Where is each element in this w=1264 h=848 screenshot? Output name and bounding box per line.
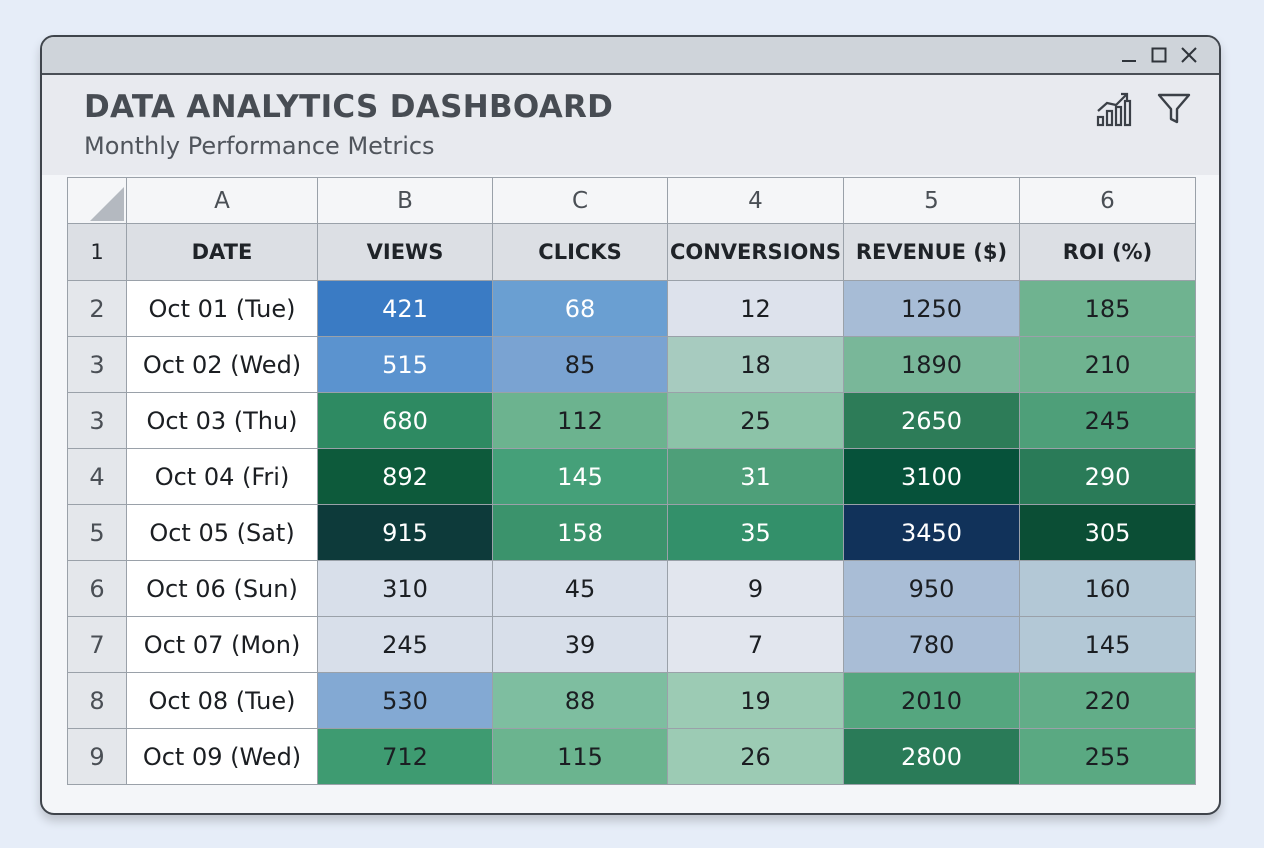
metric-cell[interactable]: 310 <box>317 560 493 617</box>
table-row: 9 Oct 09 (Wed) 712 115 26 2800 255 <box>67 728 1196 785</box>
metric-cell[interactable]: 1890 <box>843 336 1020 393</box>
metric-cell[interactable]: 115 <box>492 728 668 785</box>
row-number[interactable]: 2 <box>67 280 127 337</box>
metric-cell[interactable]: 31 <box>667 448 844 505</box>
date-cell[interactable]: Oct 05 (Sat) <box>126 504 318 561</box>
date-cell[interactable]: Oct 04 (Fri) <box>126 448 318 505</box>
metric-cell[interactable]: 680 <box>317 392 493 449</box>
metric-cell[interactable]: 35 <box>667 504 844 561</box>
metric-cell[interactable]: 145 <box>1019 616 1196 673</box>
table-row: 6 Oct 06 (Sun) 310 45 9 950 160 <box>67 560 1196 617</box>
row-number[interactable]: 1 <box>67 223 127 281</box>
metric-cell[interactable]: 112 <box>492 392 668 449</box>
bar-chart-trend-icon[interactable] <box>1094 89 1134 129</box>
metric-cell[interactable]: 530 <box>317 672 493 729</box>
metric-cell[interactable]: 210 <box>1019 336 1196 393</box>
metric-cell[interactable]: 290 <box>1019 448 1196 505</box>
data-table: A B C 4 5 6 1 DATE VIEWS CLICKS CONVERSIONS REVENUE… <box>67 177 1196 785</box>
row-number[interactable]: 6 <box>67 560 127 617</box>
metric-cell[interactable]: 515 <box>317 336 493 393</box>
metric-cell[interactable]: 26 <box>667 728 844 785</box>
date-cell[interactable]: Oct 09 (Wed) <box>126 728 318 785</box>
field-header-cell[interactable]: DATE <box>126 223 318 281</box>
date-cell[interactable]: Oct 08 (Tue) <box>126 672 318 729</box>
metric-cell[interactable]: 220 <box>1019 672 1196 729</box>
field-header-cell[interactable]: REVENUE ($) <box>843 223 1020 281</box>
metric-cell[interactable]: 68 <box>492 280 668 337</box>
metric-cell[interactable]: 3100 <box>843 448 1020 505</box>
metric-cell[interactable]: 421 <box>317 280 493 337</box>
metric-cell[interactable]: 88 <box>492 672 668 729</box>
page-subtitle: Monthly Performance Metrics <box>84 132 435 160</box>
select-all-corner[interactable] <box>67 177 127 224</box>
field-header-cell[interactable]: CONVERSIONS <box>667 223 844 281</box>
metric-cell[interactable]: 19 <box>667 672 844 729</box>
row-number[interactable]: 4 <box>67 448 127 505</box>
metric-cell[interactable]: 245 <box>317 616 493 673</box>
metric-cell[interactable]: 9 <box>667 560 844 617</box>
field-header-cell[interactable]: ROI (%) <box>1019 223 1196 281</box>
dashboard-window: DATA ANALYTICS DASHBOARD Monthly Perform… <box>40 35 1221 815</box>
metric-cell[interactable]: 712 <box>317 728 493 785</box>
table-row: 5 Oct 05 (Sat) 915 158 35 3450 305 <box>67 504 1196 561</box>
table-row: 3 Oct 03 (Thu) 680 112 25 2650 245 <box>67 392 1196 449</box>
metric-cell[interactable]: 780 <box>843 616 1020 673</box>
metric-cell[interactable]: 950 <box>843 560 1020 617</box>
metric-cell[interactable]: 7 <box>667 616 844 673</box>
metric-cell[interactable]: 18 <box>667 336 844 393</box>
metric-cell[interactable]: 145 <box>492 448 668 505</box>
field-header-cell[interactable]: CLICKS <box>492 223 668 281</box>
column-letter-header[interactable]: A <box>126 177 318 224</box>
metric-cell[interactable]: 85 <box>492 336 668 393</box>
column-letter-header[interactable]: C <box>492 177 668 224</box>
metric-cell[interactable]: 2010 <box>843 672 1020 729</box>
metric-cell[interactable]: 3450 <box>843 504 1020 561</box>
metric-cell[interactable]: 39 <box>492 616 668 673</box>
row-number[interactable]: 3 <box>67 392 127 449</box>
dashboard-header <box>42 75 1219 175</box>
metric-cell[interactable]: 12 <box>667 280 844 337</box>
row-number[interactable]: 9 <box>67 728 127 785</box>
table-row: 4 Oct 04 (Fri) 892 145 31 3100 290 <box>67 448 1196 505</box>
metric-cell[interactable]: 185 <box>1019 280 1196 337</box>
row-number[interactable]: 3 <box>67 336 127 393</box>
table-row: 2 Oct 01 (Tue) 421 68 12 1250 185 <box>67 280 1196 337</box>
date-cell[interactable]: Oct 02 (Wed) <box>126 336 318 393</box>
row-number[interactable]: 7 <box>67 616 127 673</box>
metric-cell[interactable]: 915 <box>317 504 493 561</box>
metric-cell[interactable]: 2650 <box>843 392 1020 449</box>
metric-cell[interactable]: 1250 <box>843 280 1020 337</box>
date-cell[interactable]: Oct 06 (Sun) <box>126 560 318 617</box>
column-letter-header[interactable]: 4 <box>667 177 844 224</box>
table-row: 3 Oct 02 (Wed) 515 85 18 1890 210 <box>67 336 1196 393</box>
maximize-icon[interactable] <box>1147 43 1171 67</box>
column-letter-header[interactable]: 5 <box>843 177 1020 224</box>
row-number[interactable]: 5 <box>67 504 127 561</box>
column-letter-header[interactable]: B <box>317 177 493 224</box>
field-header-row: 1 DATE VIEWS CLICKS CONVERSIONS REVENUE ($) RO… <box>67 223 1196 281</box>
metric-cell[interactable]: 892 <box>317 448 493 505</box>
metric-cell[interactable]: 305 <box>1019 504 1196 561</box>
row-number[interactable]: 8 <box>67 672 127 729</box>
metric-cell[interactable]: 45 <box>492 560 668 617</box>
date-cell[interactable]: Oct 01 (Tue) <box>126 280 318 337</box>
metric-cell[interactable]: 245 <box>1019 392 1196 449</box>
field-header-cell[interactable]: VIEWS <box>317 223 493 281</box>
column-letter-header[interactable]: 6 <box>1019 177 1196 224</box>
close-icon[interactable] <box>1177 43 1201 67</box>
date-cell[interactable]: Oct 07 (Mon) <box>126 616 318 673</box>
table-row: 8 Oct 08 (Tue) 530 88 19 2010 220 <box>67 672 1196 729</box>
table-row: 7 Oct 07 (Mon) 245 39 7 780 145 <box>67 616 1196 673</box>
metric-cell[interactable]: 25 <box>667 392 844 449</box>
metric-cell[interactable]: 158 <box>492 504 668 561</box>
page-title: DATA ANALYTICS DASHBOARD <box>84 89 614 125</box>
minimize-icon[interactable] <box>1117 43 1141 67</box>
metric-cell[interactable]: 160 <box>1019 560 1196 617</box>
title-bar <box>42 37 1219 75</box>
date-cell[interactable]: Oct 03 (Thu) <box>126 392 318 449</box>
metric-cell[interactable]: 255 <box>1019 728 1196 785</box>
filter-icon[interactable] <box>1154 89 1194 129</box>
metric-cell[interactable]: 2800 <box>843 728 1020 785</box>
